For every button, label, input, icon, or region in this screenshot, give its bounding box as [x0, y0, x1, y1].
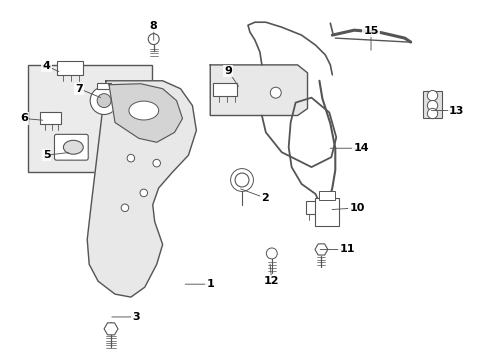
Text: 9: 9 — [224, 66, 232, 76]
Polygon shape — [87, 81, 196, 297]
Text: 14: 14 — [353, 143, 369, 153]
Ellipse shape — [129, 101, 159, 120]
Bar — [57, 61, 83, 75]
Circle shape — [427, 108, 438, 119]
Circle shape — [153, 159, 160, 167]
Text: 12: 12 — [264, 276, 279, 286]
Bar — [306, 201, 324, 214]
Text: 13: 13 — [449, 105, 464, 116]
Text: 11: 11 — [340, 244, 355, 255]
Circle shape — [270, 87, 281, 98]
Text: 2: 2 — [261, 193, 269, 203]
Text: 10: 10 — [349, 203, 365, 213]
Text: 5: 5 — [43, 150, 50, 160]
Circle shape — [121, 204, 129, 212]
Bar — [316, 198, 339, 226]
Text: 4: 4 — [43, 61, 50, 71]
Circle shape — [235, 173, 249, 187]
FancyBboxPatch shape — [54, 134, 88, 160]
Bar — [40, 112, 61, 125]
Circle shape — [267, 248, 277, 259]
Text: 6: 6 — [20, 113, 27, 123]
Ellipse shape — [63, 140, 83, 154]
Bar — [319, 191, 335, 200]
Circle shape — [427, 90, 438, 101]
Circle shape — [127, 154, 135, 162]
Bar — [213, 83, 237, 96]
Text: 8: 8 — [150, 21, 158, 31]
Text: 7: 7 — [75, 84, 83, 94]
Circle shape — [148, 33, 159, 45]
Circle shape — [427, 100, 438, 111]
Bar — [422, 91, 442, 118]
Bar — [97, 83, 111, 89]
Text: 1: 1 — [206, 279, 214, 289]
Bar — [28, 65, 152, 172]
Circle shape — [90, 87, 118, 114]
Polygon shape — [210, 65, 308, 116]
Circle shape — [97, 94, 111, 108]
Polygon shape — [109, 84, 182, 142]
Text: 3: 3 — [132, 312, 140, 322]
Circle shape — [140, 189, 147, 197]
Text: 15: 15 — [363, 26, 379, 36]
